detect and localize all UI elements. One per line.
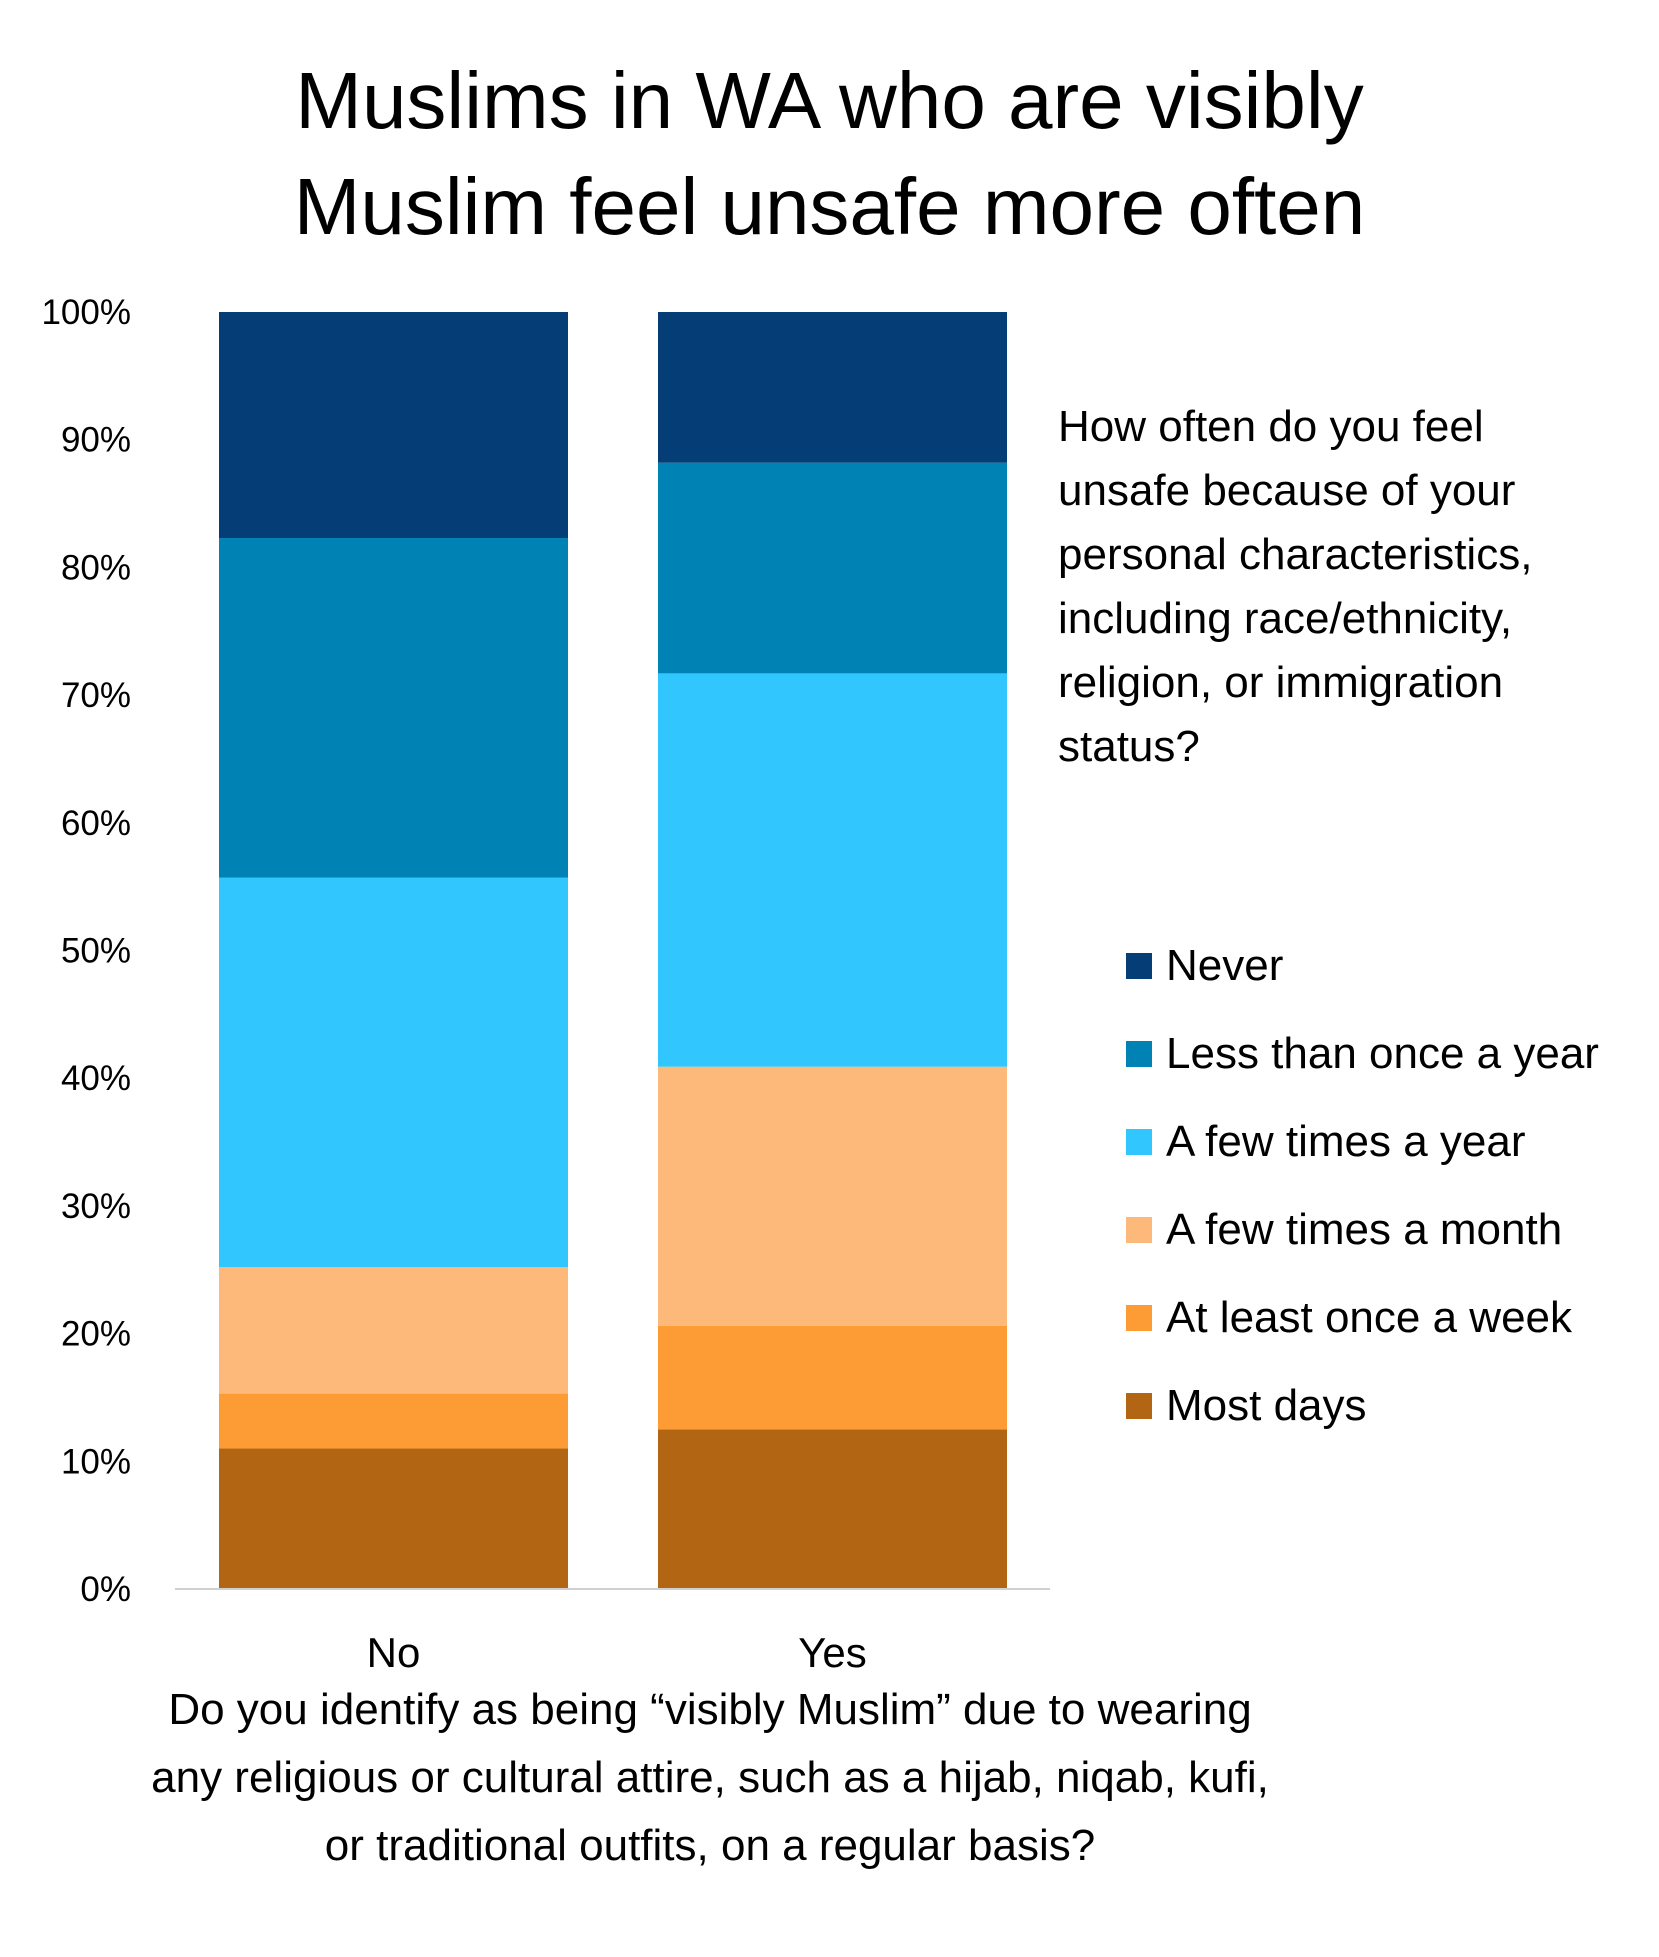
legend-label: A few times a month [1166,1205,1563,1254]
y-tick-label: 100% [41,293,131,332]
legend-swatch [1126,1217,1152,1243]
y-tick-label: 80% [61,548,131,587]
legend-label: At least once a week [1166,1293,1573,1342]
legend-swatch [1126,1393,1152,1419]
y-tick-label: 90% [61,421,131,460]
legend-title-line-6: status? [1058,722,1200,771]
legend: Never Less than once a year A few times a … [1126,922,1599,1450]
y-tick-label: 0% [80,1570,131,1609]
y-axis-ticks: 0% 10% 20% 30% 40% 50% 60% 70% 80% 90% 100% [41,293,131,1609]
y-tick-label: 70% [61,676,131,715]
y-tick-label: 40% [61,1059,131,1098]
legend-item: A few times a year [1126,1098,1599,1186]
bar-segment [658,1066,1007,1326]
x-category-label: Yes [798,1629,867,1676]
legend-label: A few times a year [1166,1117,1526,1166]
legend-title-line-3: personal characteristics, [1058,530,1533,579]
legend-item: A few times a month [1126,1186,1599,1274]
y-tick-label: 50% [61,932,131,971]
bar-segment [658,1429,1007,1589]
bar-segment [219,312,568,539]
legend-item: Most days [1126,1362,1599,1450]
bar-segment [219,1448,568,1589]
x-axis-title-line-3: or traditional outfits, on a regular bas… [324,1821,1096,1870]
bar-segment [658,673,1007,1067]
legend-title-line-1: How often do you feel [1058,402,1484,451]
legend-item: At least once a week [1126,1274,1599,1362]
x-axis-categories: No Yes [367,1629,867,1676]
bar-segment [219,1393,568,1449]
bar-segment [658,1325,1007,1430]
legend-title-line-2: unsafe because of your [1058,466,1516,515]
legend-label: Most days [1166,1381,1367,1430]
x-axis-title-line-2: any religious or cultural attire, such a… [151,1753,1269,1802]
y-tick-label: 20% [61,1315,131,1354]
legend-swatch [1126,1305,1152,1331]
chart-title-line-1: Muslims in WA who are visibly [295,56,1364,145]
x-axis-title: Do you identify as being “visibly Muslim… [60,1676,1360,1880]
x-category-label: No [367,1629,421,1676]
x-axis-title-line-1: Do you identify as being “visibly Muslim… [168,1685,1252,1734]
legend-item: Less than once a year [1126,1010,1599,1098]
legend-item: Never [1126,922,1599,1010]
legend-title: How often do you feel unsafe because of … [1058,395,1618,779]
bar-segment [219,538,568,878]
bar-segment [219,877,568,1268]
legend-swatch [1126,1129,1152,1155]
bar-segment [658,462,1007,674]
bars [219,312,1007,1589]
legend-swatch [1126,1041,1152,1067]
bar-segment [658,312,1007,463]
bar-segment [219,1267,568,1394]
chart-title-line-2: Muslim feel unsafe more often [293,162,1366,251]
legend-label: Less than once a year [1166,1029,1599,1078]
y-tick-label: 10% [61,1442,131,1481]
legend-title-line-4: including race/ethnicity, [1058,594,1513,643]
legend-title-line-5: religion, or immigration [1058,658,1504,707]
y-tick-label: 60% [61,804,131,843]
chart-title: Muslims in WA who are visibly Muslim fee… [0,48,1659,260]
legend-label: Never [1166,941,1284,990]
legend-swatch [1126,953,1152,979]
y-tick-label: 30% [61,1187,131,1226]
